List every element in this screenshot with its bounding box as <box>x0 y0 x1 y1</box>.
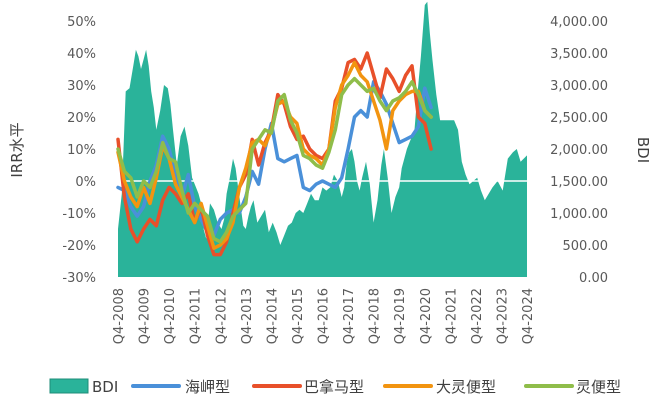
plot-area <box>116 1 527 278</box>
legend-label-5: 灵便型 <box>576 378 621 396</box>
series-line-4 <box>116 76 433 244</box>
right-tick-label: 3,000.00 <box>550 79 608 94</box>
right-tick-label: 500.00 <box>563 239 609 254</box>
x-tick-label: Q4-2017 <box>342 288 357 344</box>
left-tick-label: -10% <box>62 207 96 222</box>
x-tick-label: Q4-2009 <box>138 288 153 344</box>
right-tick-label: 1,500.00 <box>550 175 608 190</box>
right-tick-label: 0.00 <box>579 271 608 286</box>
legend-label-1: BDI <box>92 378 118 396</box>
x-tick-label: Q4-2018 <box>368 288 383 344</box>
left-tick-label: 20% <box>67 111 96 126</box>
x-tick-label: Q4-2020 <box>419 288 434 344</box>
x-tick-label: Q4-2024 <box>521 288 536 344</box>
right-tick-label: 1,000.00 <box>550 207 608 222</box>
x-tick-label: Q4-2012 <box>214 288 229 344</box>
legend-label-4: 大灵便型 <box>436 378 496 396</box>
x-tick-label: Q4-2014 <box>265 288 280 344</box>
left-axis-ticks: 50% 40% 30% 20% 10% 0% -10% -20% -30% <box>62 15 96 286</box>
x-tick-label: Q4-2019 <box>393 288 408 344</box>
right-axis-title: BDI <box>634 137 652 163</box>
x-tick-label: Q4-2010 <box>163 288 178 344</box>
left-tick-label: -20% <box>62 239 96 254</box>
x-tick-label: Q4-2011 <box>189 288 204 344</box>
legend: BDI 海岬型 巴拿马型 大灵便型 灵便型 <box>49 378 621 396</box>
x-tick-label: Q4-2008 <box>112 288 127 344</box>
x-tick-label: Q4-2013 <box>240 288 255 344</box>
x-tick-label: Q4-2021 <box>444 288 459 344</box>
right-tick-label: 3,500.00 <box>550 47 608 62</box>
right-tick-label: 4,000.00 <box>550 15 608 30</box>
x-tick-label: Q4-2015 <box>291 288 306 344</box>
left-tick-label: 50% <box>67 15 96 30</box>
left-tick-label: 40% <box>67 47 96 62</box>
right-axis-ticks: 4,000.00 3,500.00 3,000.00 2,500.00 2,000.00… <box>550 15 608 286</box>
legend-marker-1 <box>49 378 89 394</box>
x-tick-label: Q4-2023 <box>495 288 510 344</box>
left-tick-label: 10% <box>67 143 96 158</box>
x-axis-ticks: Q4-2008 Q4-2009 Q4-2010 Q4-2011 Q4-2012 Q4-20… <box>112 288 536 344</box>
legend-label-3: 巴拿马型 <box>304 378 364 396</box>
left-tick-label: 30% <box>67 79 96 94</box>
right-tick-label: 2,500.00 <box>550 111 608 126</box>
x-tick-label: Q4-2022 <box>470 288 485 344</box>
x-tick-label: Q4-2016 <box>317 288 332 344</box>
left-tick-label: -30% <box>62 271 96 286</box>
legend-label-2: 海岬型 <box>185 378 230 396</box>
bdi-area <box>118 1 527 278</box>
left-axis-title: IRR水平 <box>8 122 26 177</box>
left-tick-label: 0% <box>75 175 96 190</box>
right-tick-label: 2,000.00 <box>550 143 608 158</box>
